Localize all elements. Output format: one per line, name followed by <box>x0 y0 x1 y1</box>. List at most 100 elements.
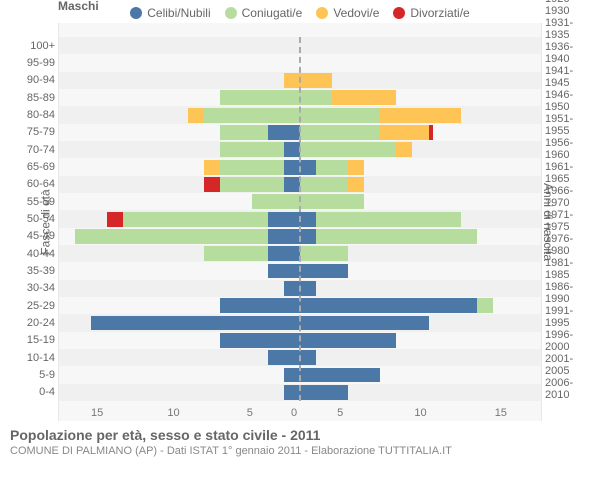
bar-seg-coniugati <box>220 177 284 192</box>
pyramid-row <box>59 297 541 314</box>
male-half <box>59 314 300 331</box>
pyramid-row <box>59 366 541 383</box>
pyramid-row <box>59 384 541 401</box>
bar-seg-coniugati <box>300 246 348 261</box>
bar-seg-vedovi <box>380 125 428 140</box>
bar-seg-celibi <box>300 229 316 244</box>
male-half <box>59 54 300 71</box>
male-half <box>59 210 300 227</box>
female-half <box>300 54 541 71</box>
pyramid-row <box>59 141 541 158</box>
x-axis-ticks: 051015 51015 <box>59 407 541 419</box>
pyramid-row <box>59 314 541 331</box>
bar-seg-vedovi <box>204 160 220 175</box>
bar-seg-celibi <box>300 160 316 175</box>
birth-label: 1951-1955 <box>545 113 597 137</box>
birth-label: 1976-1980 <box>545 233 597 257</box>
male-half <box>59 280 300 297</box>
male-half <box>59 228 300 245</box>
birth-label: 1966-1970 <box>545 185 597 209</box>
male-half <box>59 158 300 175</box>
bar-seg-vedovi <box>332 90 396 105</box>
male-half <box>59 297 300 314</box>
male-half <box>59 262 300 279</box>
female-half <box>300 106 541 123</box>
chart-footer: Popolazione per età, sesso e stato civil… <box>0 421 600 457</box>
pyramid-row <box>59 193 541 210</box>
male-half <box>59 384 300 401</box>
pyramid-row <box>59 72 541 89</box>
pyramid-row <box>59 349 541 366</box>
birth-label: 1991-1995 <box>545 305 597 329</box>
bar-seg-coniugati <box>316 229 477 244</box>
female-half <box>300 245 541 262</box>
bar-seg-coniugati <box>204 246 268 261</box>
bar-seg-celibi <box>220 298 300 313</box>
female-half <box>300 280 541 297</box>
pyramid-row <box>59 37 541 54</box>
female-half <box>300 349 541 366</box>
pyramid-row <box>59 262 541 279</box>
birth-label: 1986-1990 <box>545 281 597 305</box>
age-label: 85-89 <box>3 89 55 106</box>
xtick: 5 <box>212 407 288 419</box>
bar-seg-coniugati <box>75 229 268 244</box>
female-half <box>300 210 541 227</box>
bar-seg-vedovi <box>300 73 332 88</box>
age-label: 65-69 <box>3 158 55 175</box>
birth-label: 2001-2005 <box>545 353 597 377</box>
xticks-female: 51015 <box>300 407 541 419</box>
bar-seg-coniugati <box>300 194 364 209</box>
bar-seg-celibi <box>284 160 300 175</box>
plot-area: Fasce di età Anni di nascita 0-45-910-14… <box>58 23 542 421</box>
bar-seg-coniugati <box>220 160 284 175</box>
age-band-labels: 0-45-910-1415-1920-2425-2930-3435-3940-4… <box>3 37 55 401</box>
female-half <box>300 366 541 383</box>
male-half <box>59 366 300 383</box>
male-half <box>59 245 300 262</box>
age-label: 0-4 <box>3 384 55 401</box>
xtick: 15 <box>59 407 135 419</box>
pyramid-row <box>59 332 541 349</box>
age-label: 100+ <box>3 37 55 54</box>
age-label: 80-84 <box>3 106 55 123</box>
age-label: 30-34 <box>3 280 55 297</box>
pyramid-row <box>59 228 541 245</box>
bar-seg-celibi <box>284 177 300 192</box>
bar-seg-vedovi <box>348 177 364 192</box>
age-label: 40-44 <box>3 245 55 262</box>
bar-seg-vedovi <box>348 160 364 175</box>
bar-seg-coniugati <box>300 90 332 105</box>
birth-label: 1956-1960 <box>545 137 597 161</box>
male-half <box>59 72 300 89</box>
population-pyramid-chart: { "type": "population-pyramid-stacked", … <box>0 0 600 500</box>
bar-seg-coniugati <box>220 125 268 140</box>
age-label: 25-29 <box>3 297 55 314</box>
bar-seg-vedovi <box>396 142 412 157</box>
xtick: 10 <box>380 407 460 419</box>
birth-label: 1931-1935 <box>545 17 597 41</box>
bar-seg-celibi <box>300 316 429 331</box>
age-label: 95-99 <box>3 54 55 71</box>
age-label: 15-19 <box>3 332 55 349</box>
bar-seg-celibi <box>268 264 300 279</box>
chart-title: Popolazione per età, sesso e stato civil… <box>10 427 590 443</box>
female-half <box>300 89 541 106</box>
pyramid-row <box>59 124 541 141</box>
male-half <box>59 106 300 123</box>
bar-seg-celibi <box>300 368 380 383</box>
bar-seg-divorziati <box>107 212 123 227</box>
bar-seg-vedovi <box>284 73 300 88</box>
bar-seg-coniugati <box>123 212 268 227</box>
age-label: 5-9 <box>3 366 55 383</box>
bar-seg-divorziati <box>204 177 220 192</box>
bar-seg-celibi <box>284 281 300 296</box>
male-half <box>59 37 300 54</box>
female-half <box>300 332 541 349</box>
male-half <box>59 332 300 349</box>
female-half <box>300 158 541 175</box>
male-half <box>59 193 300 210</box>
bar-seg-celibi <box>284 368 300 383</box>
pyramid-row <box>59 106 541 123</box>
xtick: 15 <box>461 407 541 419</box>
